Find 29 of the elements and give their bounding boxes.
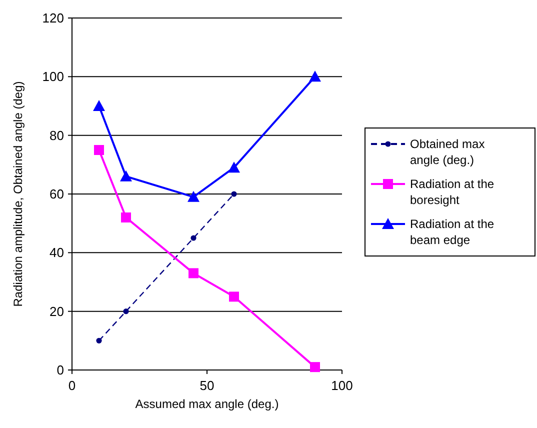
point [96,338,102,344]
y-tick-label: 60 [50,186,64,202]
y-tick-label: 100 [42,69,64,84]
y-axis-title: Radiation amplitude, Obtained angle (deg) [11,81,25,307]
point [229,292,239,302]
point [188,268,198,278]
x-tick-label: 100 [331,378,353,393]
point [310,362,320,372]
x-tick-label: 0 [68,378,76,393]
legend-label: Radiation at the beam edge [410,217,494,247]
point [121,212,131,222]
y-tick-label: 40 [50,245,64,260]
point [309,70,321,82]
y-tick-label: 20 [50,304,64,319]
point [188,190,200,202]
legend-label: Radiation at the boresight [410,177,494,207]
point [123,308,129,314]
point [190,235,196,241]
point [93,100,105,111]
x-axis-title: Assumed max angle (deg.) [135,397,279,411]
point [94,145,104,155]
point [228,162,240,173]
legend-label: Obtained max angle (deg.) [410,137,485,167]
y-tick-label: 120 [42,10,64,26]
point [120,170,132,182]
x-tick-label: 50 [200,378,214,393]
y-tick-label: 0 [56,362,64,378]
point [231,191,237,197]
y-tick-label: 80 [50,128,64,143]
